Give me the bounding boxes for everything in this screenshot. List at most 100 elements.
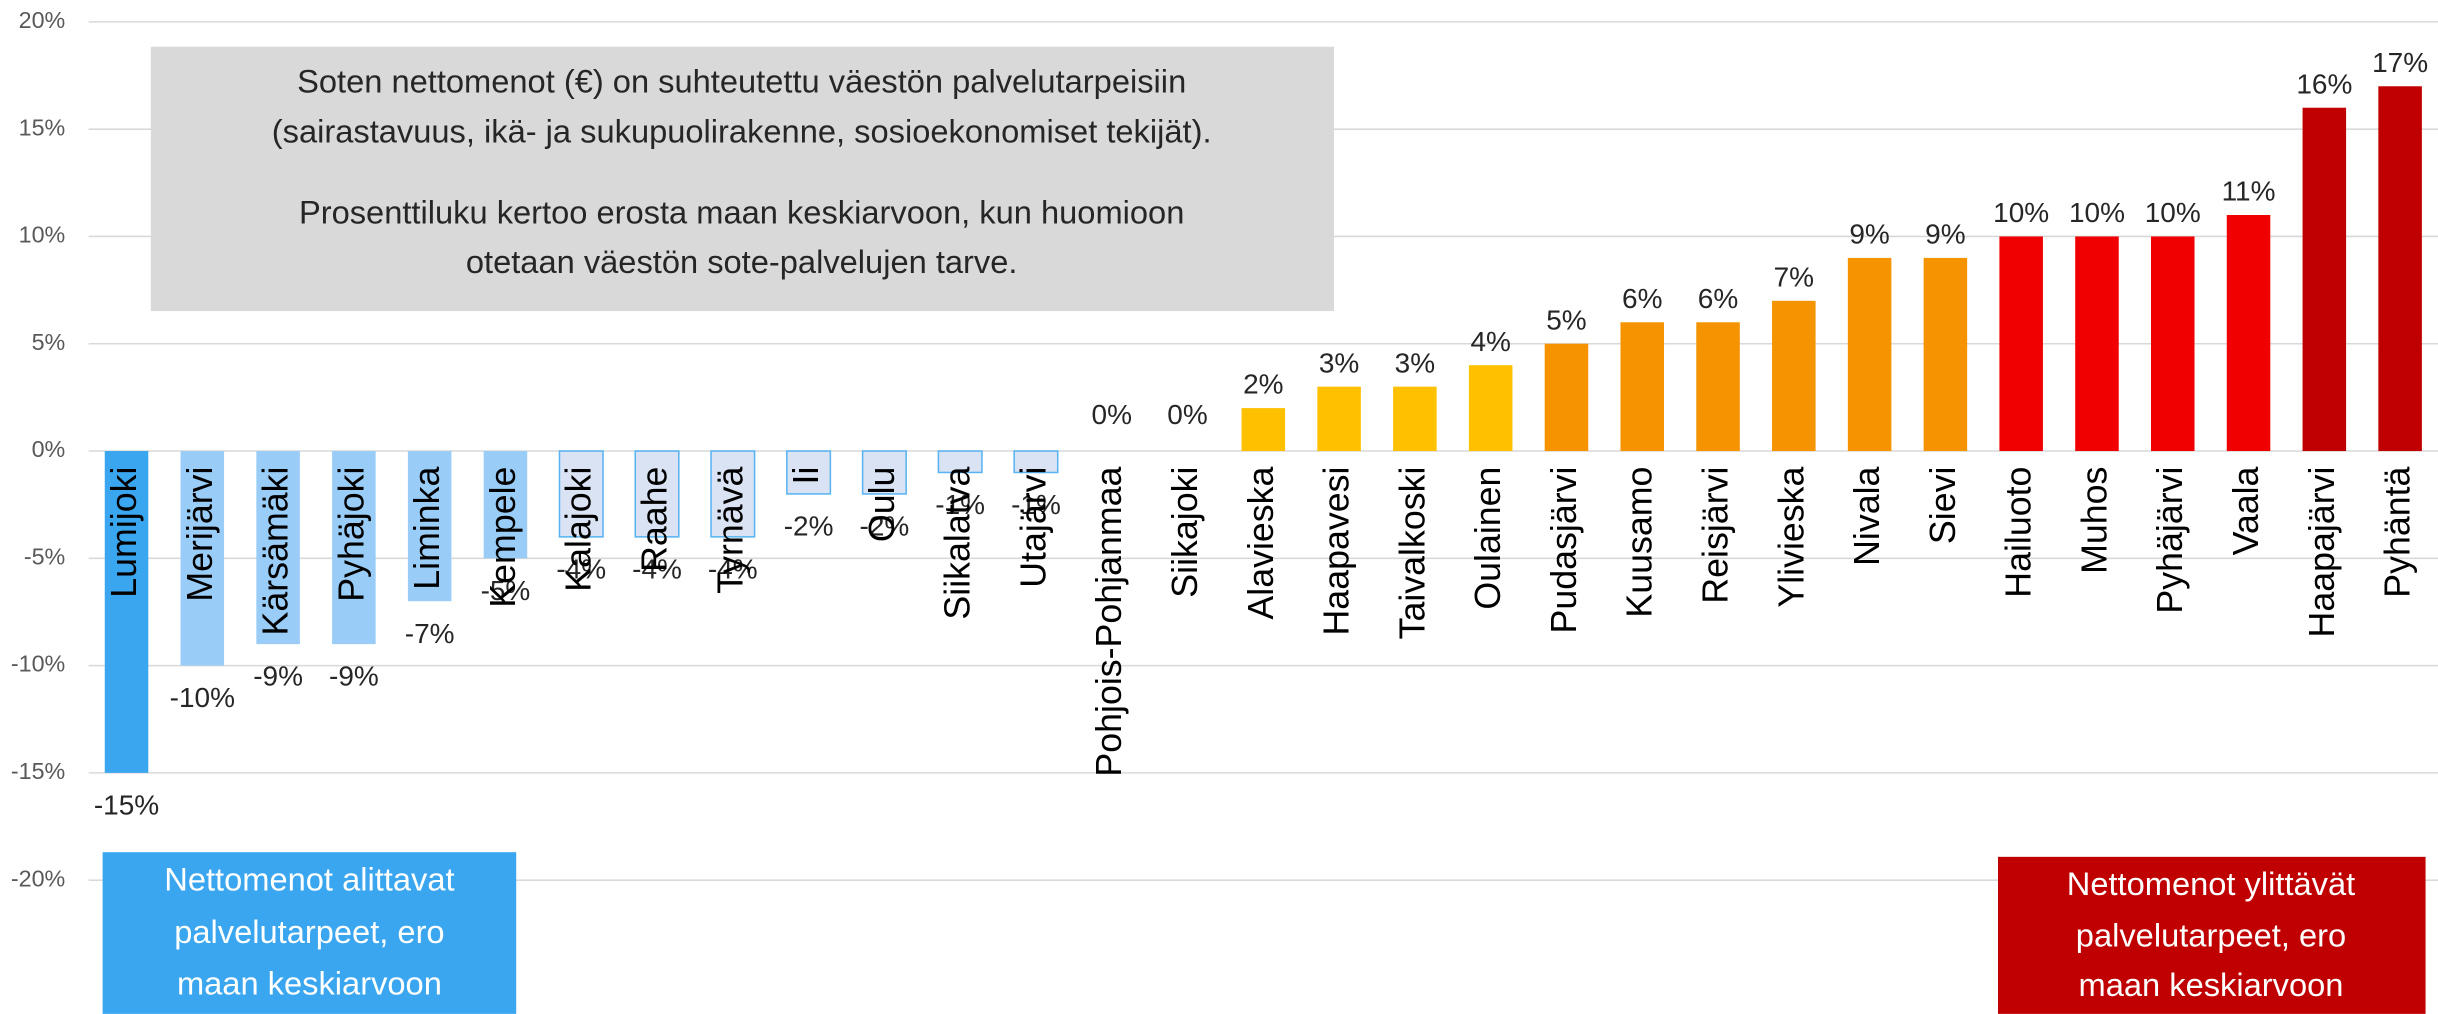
plot-area: -20% -15% -10% -5% 0% 5% 10% 15% 20% -15% Lumijoki… <box>11 7 2438 891</box>
bar <box>1393 386 1437 452</box>
note-text: Soten nettomenot (€) on suhteutettu väes… <box>297 63 1186 100</box>
value-label: -2% <box>784 511 834 542</box>
category-label: Taivalkoski <box>1392 467 1432 640</box>
value-label: -5% <box>481 575 531 606</box>
bar <box>2378 86 2422 452</box>
value-label: -7% <box>405 618 455 649</box>
category-label: Tyrnävä <box>710 466 750 593</box>
value-label: 17% <box>2372 47 2428 78</box>
bar <box>2150 236 2195 452</box>
value-label: -4% <box>556 553 606 584</box>
value-label: 11% <box>2222 176 2276 207</box>
category-label: Muhos <box>2074 467 2114 574</box>
bar <box>1468 365 1513 452</box>
value-label: 0% <box>1167 399 1207 430</box>
note-box <box>150 46 1335 312</box>
value-label: -1% <box>1011 489 1061 520</box>
y-tick-label: -15% <box>11 758 65 784</box>
category-label: Pyhäjärvi <box>2150 467 2190 614</box>
bar <box>1923 257 1968 452</box>
category-label: Utajärvi <box>1013 467 1053 588</box>
category-label: Vaala <box>2226 466 2266 555</box>
over-text: palvelutarpeet, ero <box>2076 916 2346 953</box>
bar <box>180 451 225 666</box>
category-label: Kempele <box>483 467 523 608</box>
category-label: Ii <box>786 467 826 485</box>
value-label: 0% <box>1092 399 1132 430</box>
category-label: Pyhäntä <box>2378 466 2418 597</box>
category-label: Siikalatva <box>938 466 978 619</box>
bar <box>558 450 604 538</box>
note-text: (sairastavuus, ikä- ja sukupuolirakenne,… <box>272 112 1212 149</box>
y-tick-label: 5% <box>32 329 66 355</box>
category-label: Reisjärvi <box>1695 467 1735 604</box>
bar <box>710 450 756 538</box>
category-label: Haapavesi <box>1317 467 1357 636</box>
under-text: Nettomenot alittavat <box>164 860 454 897</box>
y-tick-label: -10% <box>11 651 65 677</box>
note-text: Prosenttiluku kertoo erosta maan keskiar… <box>299 193 1184 230</box>
value-label: 10% <box>2069 197 2125 228</box>
bar <box>1847 257 1892 452</box>
over-text: maan keskiarvoon <box>2079 966 2344 1003</box>
bar <box>937 450 983 474</box>
value-label: 6% <box>1622 283 1662 314</box>
value-label: -1% <box>935 489 985 520</box>
category-label: Pohjois-Pohjanmaa <box>1089 466 1129 776</box>
category-label: Siikajoki <box>1165 467 1205 598</box>
value-label: 9% <box>1849 219 1889 250</box>
value-label: -4% <box>708 553 758 584</box>
under-text: palvelutarpeet, ero <box>174 913 444 950</box>
bar <box>104 451 149 773</box>
category-label: Hailuoto <box>1999 467 2039 598</box>
bar <box>332 451 376 645</box>
value-label: 9% <box>1925 219 1965 250</box>
y-tick-label: 20% <box>19 7 66 33</box>
value-label: -10% <box>170 682 235 713</box>
bar <box>634 450 680 538</box>
bar <box>407 451 452 602</box>
value-label: -9% <box>253 661 303 692</box>
category-label: Oulu <box>862 467 902 543</box>
value-label: 7% <box>1774 261 1814 292</box>
category-label: Kärsämäki <box>256 467 296 636</box>
value-label: 5% <box>1546 304 1586 335</box>
bar <box>256 451 300 645</box>
y-tick-label: 15% <box>19 114 66 140</box>
y-tick-label: -5% <box>24 543 65 569</box>
value-label: 4% <box>1470 326 1510 357</box>
under-box <box>102 852 517 1014</box>
category-label: Kalajoki <box>559 467 599 592</box>
category-label: Raahe <box>634 467 674 572</box>
value-label: 16% <box>2296 68 2352 99</box>
note-text: otetaan väestön sote-palvelujen tarve. <box>466 243 1018 280</box>
value-label: -15% <box>94 789 159 820</box>
y-tick-label: -20% <box>11 865 65 891</box>
value-label: 10% <box>2145 197 2201 228</box>
category-label: Nivala <box>1847 466 1887 565</box>
value-label: -2% <box>860 511 910 542</box>
category-label: Merijärvi <box>180 467 220 602</box>
category-label: Pyhäjoki <box>331 467 371 602</box>
category-label: Alavieska <box>1241 466 1281 619</box>
bar <box>1241 408 1286 452</box>
over-text: Nettomenot ylittävät <box>2067 865 2355 902</box>
bar <box>2302 107 2347 452</box>
bar <box>1317 386 1361 452</box>
category-label: Pudasjärvi <box>1544 467 1584 634</box>
category-label: Oulainen <box>1468 467 1508 610</box>
bar <box>1696 322 1740 452</box>
bar <box>786 450 832 495</box>
bar <box>2075 236 2119 452</box>
bar <box>1620 322 1665 452</box>
value-label: 3% <box>1319 347 1359 378</box>
bar <box>483 451 528 559</box>
value-label: -4% <box>632 553 682 584</box>
bar <box>2226 214 2271 452</box>
value-label: 2% <box>1243 369 1283 400</box>
value-label: 6% <box>1698 283 1738 314</box>
category-label: Kuusamo <box>1620 467 1660 618</box>
category-label: Liminka <box>407 466 447 589</box>
y-tick-label: 0% <box>32 436 66 462</box>
